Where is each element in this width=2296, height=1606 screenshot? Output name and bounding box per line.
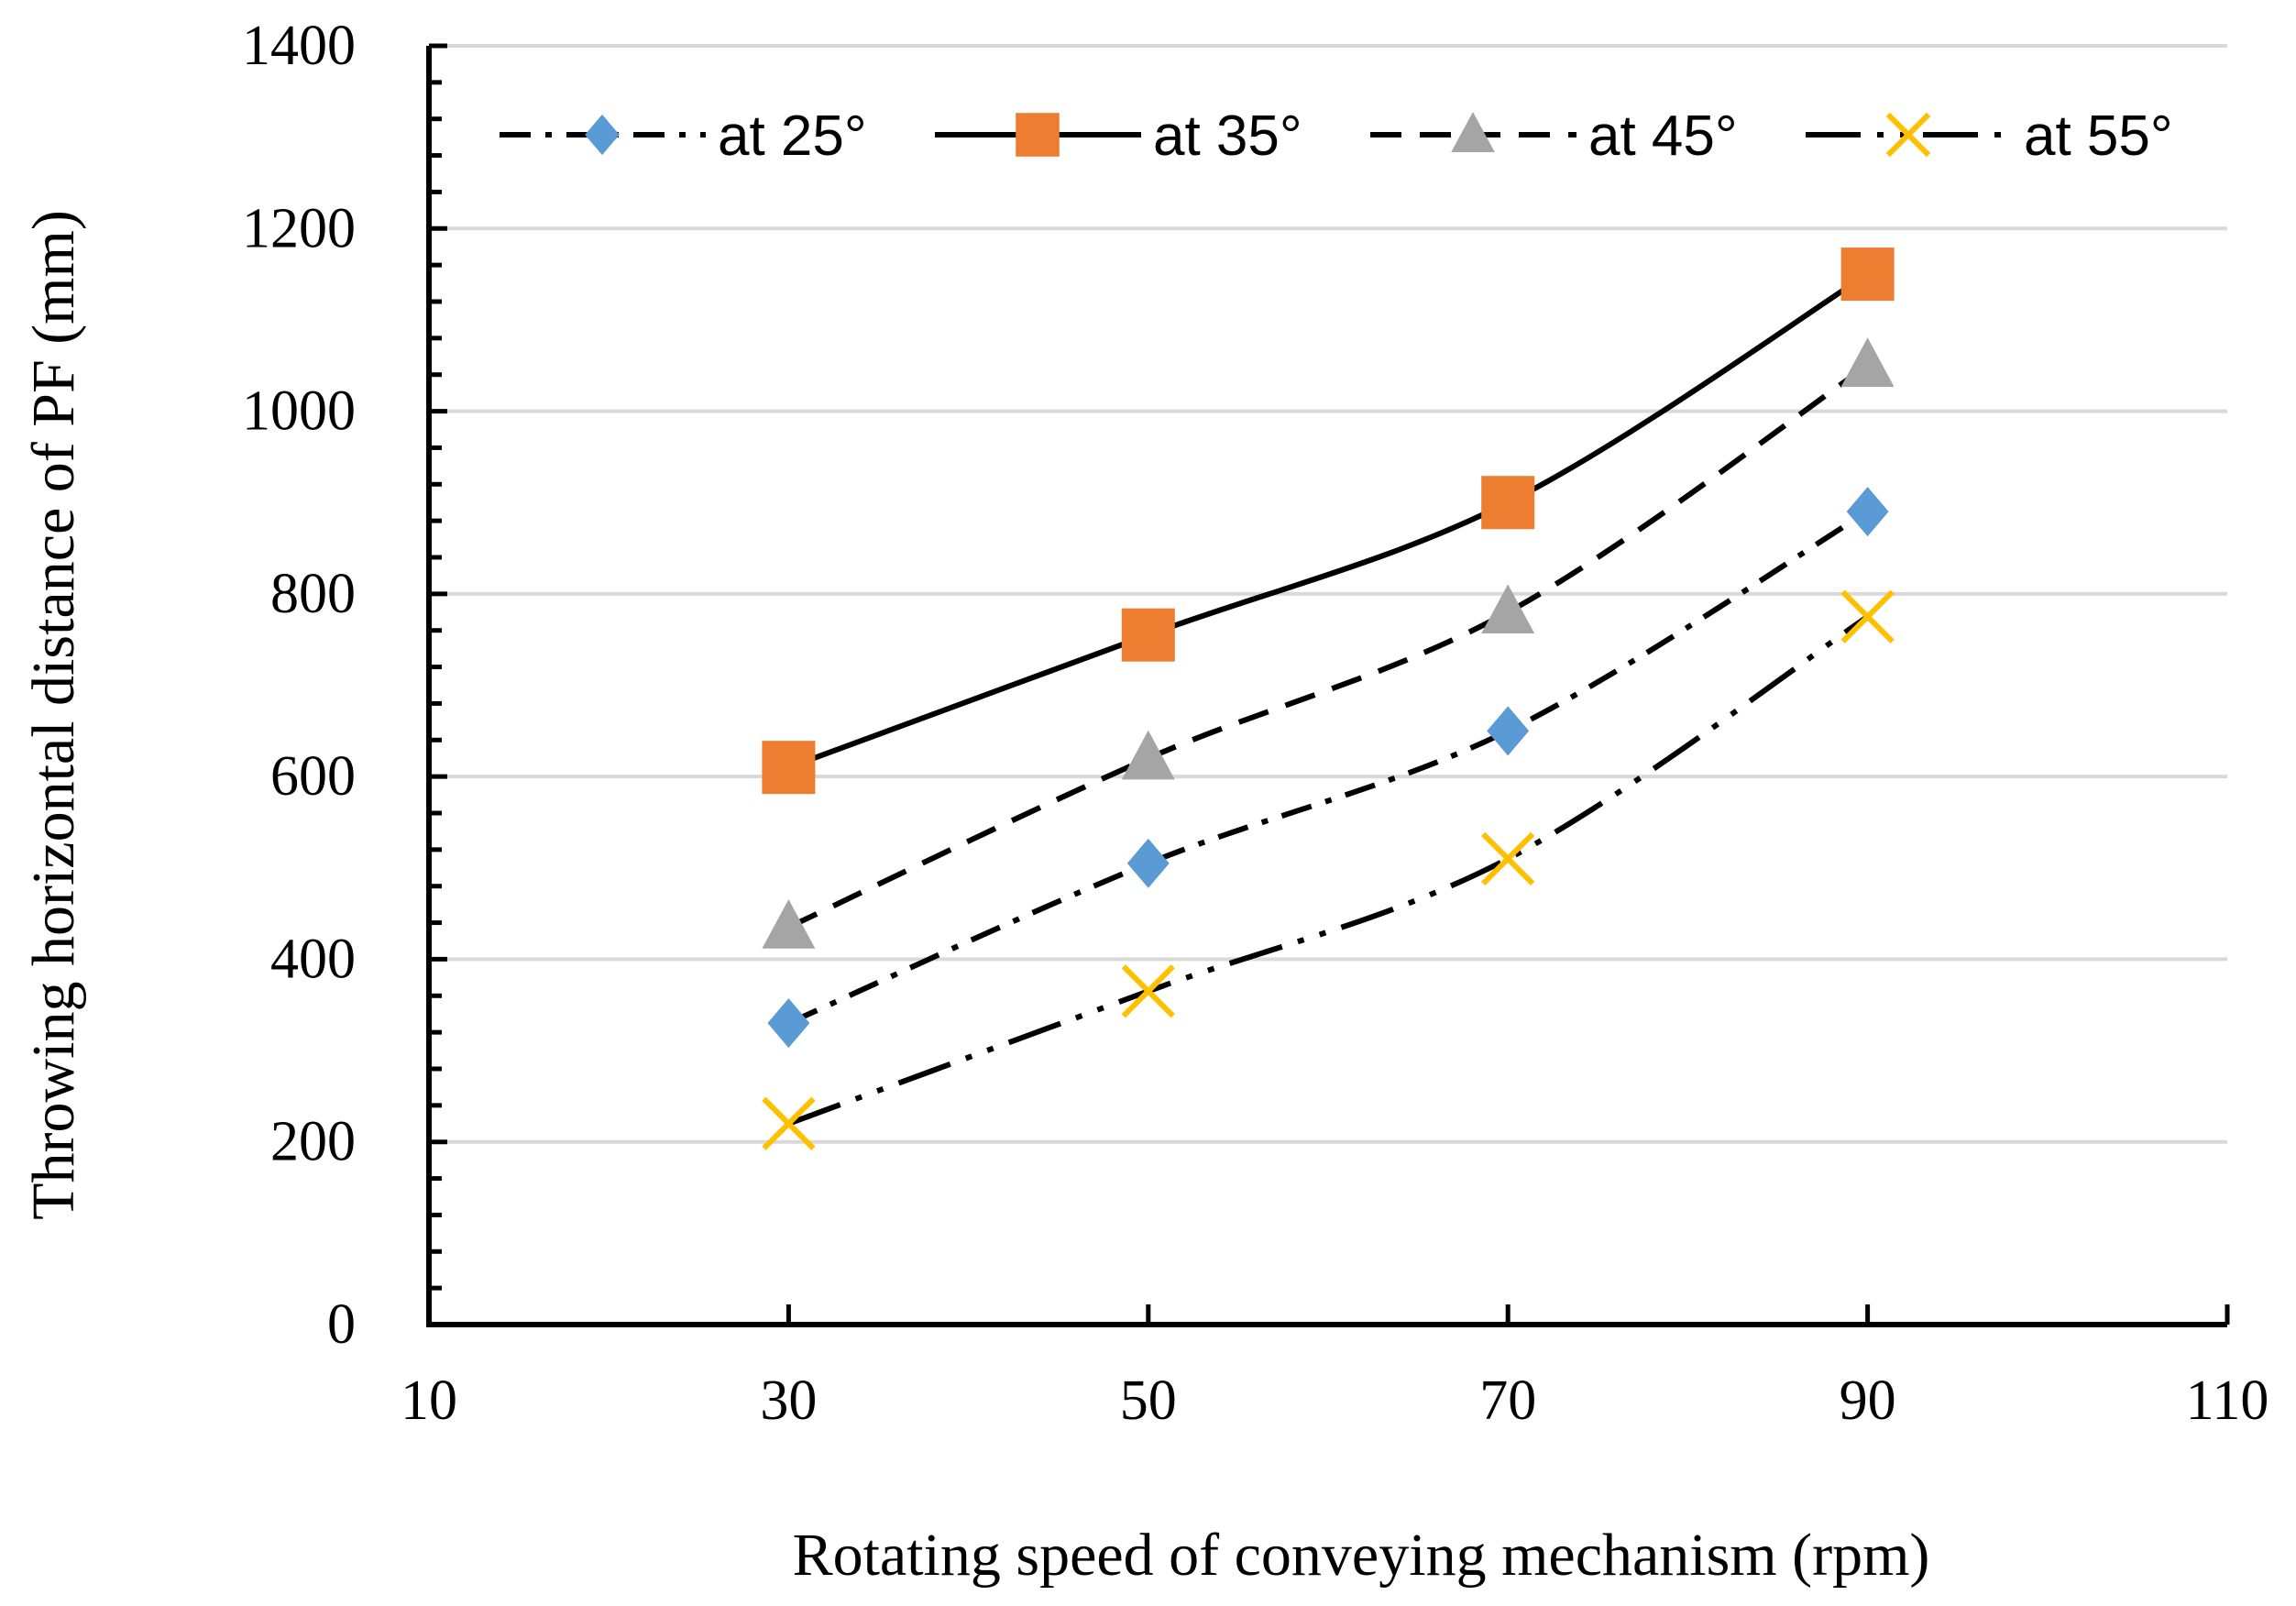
- y-tick-label-1000: 1000: [242, 380, 356, 443]
- series-4-point-70: [1481, 831, 1535, 886]
- series-4-point-90: [1840, 589, 1895, 644]
- legend-marker-4: [1885, 112, 1931, 158]
- legend-entry-2: at 35°: [935, 104, 1302, 168]
- y-tick-label-1400: 1400: [242, 15, 356, 77]
- x-tick-label-50: 50: [1120, 1370, 1177, 1432]
- series-2-point-90: [1840, 248, 1895, 302]
- x-tick-label-30: 30: [760, 1370, 817, 1432]
- legend-entry-4: at 55°: [1806, 104, 2173, 168]
- legend-label-4: at 55°: [2024, 104, 2173, 168]
- series-3-point-90: [1840, 337, 1895, 387]
- series-line-2: [787, 271, 1870, 770]
- tick-labels: 0 200 400 600 800 1000 1200 1400 10 30 50 70 90 110: [242, 15, 2269, 1432]
- y-tick-label-0: 0: [327, 1293, 356, 1356]
- series-line-4: [787, 614, 1870, 1127]
- series-lines: [787, 271, 1870, 1127]
- gridlines: [429, 44, 2227, 1144]
- series-line-1: [787, 509, 1870, 1026]
- series-1-point-90: [1846, 487, 1889, 537]
- x-tick-label-70: 70: [1479, 1370, 1536, 1432]
- series-markers: [762, 248, 1895, 1150]
- series-line-3: [787, 363, 1870, 930]
- series-4-point-30: [762, 1096, 816, 1150]
- series-1-point-70: [1487, 706, 1530, 756]
- series-3-point-30: [762, 899, 816, 949]
- legend: at 25° at 35° at 45° at 55°: [500, 104, 2173, 168]
- series-3-point-70: [1481, 584, 1535, 633]
- axes: [426, 43, 2230, 1327]
- legend-marker-2: [1016, 113, 1060, 157]
- x-tick-label-10: 10: [401, 1370, 457, 1432]
- series-2-point-30: [762, 741, 816, 795]
- y-tick-label-200: 200: [270, 1111, 356, 1173]
- legend-label-2: at 35°: [1153, 104, 1302, 168]
- legend-marker-1: [585, 114, 620, 156]
- legend-entry-3: at 45°: [1370, 104, 1738, 168]
- y-tick-label-1200: 1200: [242, 197, 356, 259]
- y-axis-title: Throwing horizontal distance of PF (mm): [20, 210, 87, 1220]
- legend-label-1: at 25°: [718, 104, 867, 168]
- series-3-point-50: [1121, 730, 1175, 780]
- legend-marker-3: [1451, 112, 1495, 153]
- series-2-point-50: [1121, 608, 1175, 662]
- legend-entry-1: at 25°: [500, 104, 867, 168]
- y-tick-label-400: 400: [270, 928, 356, 990]
- y-tick-label-800: 800: [270, 563, 356, 625]
- x-axis-title: Rotating speed of conveying mechanism (r…: [793, 1522, 1930, 1589]
- x-tick-label-90: 90: [1840, 1370, 1896, 1432]
- x-tick-label-110: 110: [2186, 1370, 2269, 1432]
- series-1-point-30: [767, 998, 810, 1049]
- legend-label-3: at 45°: [1588, 104, 1738, 168]
- series-4-point-50: [1121, 964, 1175, 1018]
- y-tick-label-600: 600: [270, 745, 356, 808]
- series-2-point-70: [1481, 476, 1535, 530]
- series-1-point-50: [1126, 838, 1170, 888]
